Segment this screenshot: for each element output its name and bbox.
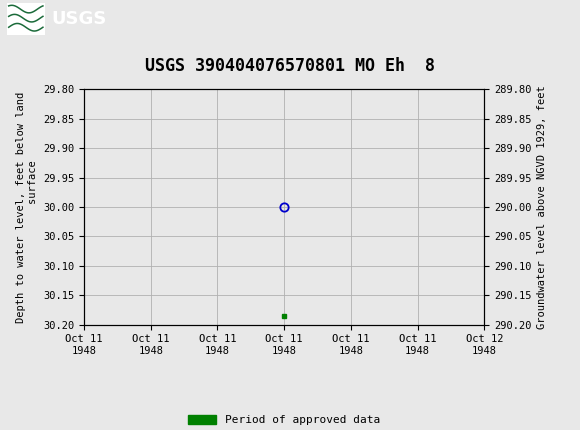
Bar [7, 3, 45, 35]
Text: USGS: USGS [52, 10, 107, 28]
Text: USGS 390404076570801 MO Eh  8: USGS 390404076570801 MO Eh 8 [145, 57, 435, 75]
Y-axis label: Groundwater level above NGVD 1929, feet: Groundwater level above NGVD 1929, feet [537, 85, 547, 329]
Legend: Period of approved data: Period of approved data [184, 410, 385, 430]
Y-axis label: Depth to water level, feet below land
        surface: Depth to water level, feet below land su… [16, 92, 38, 322]
